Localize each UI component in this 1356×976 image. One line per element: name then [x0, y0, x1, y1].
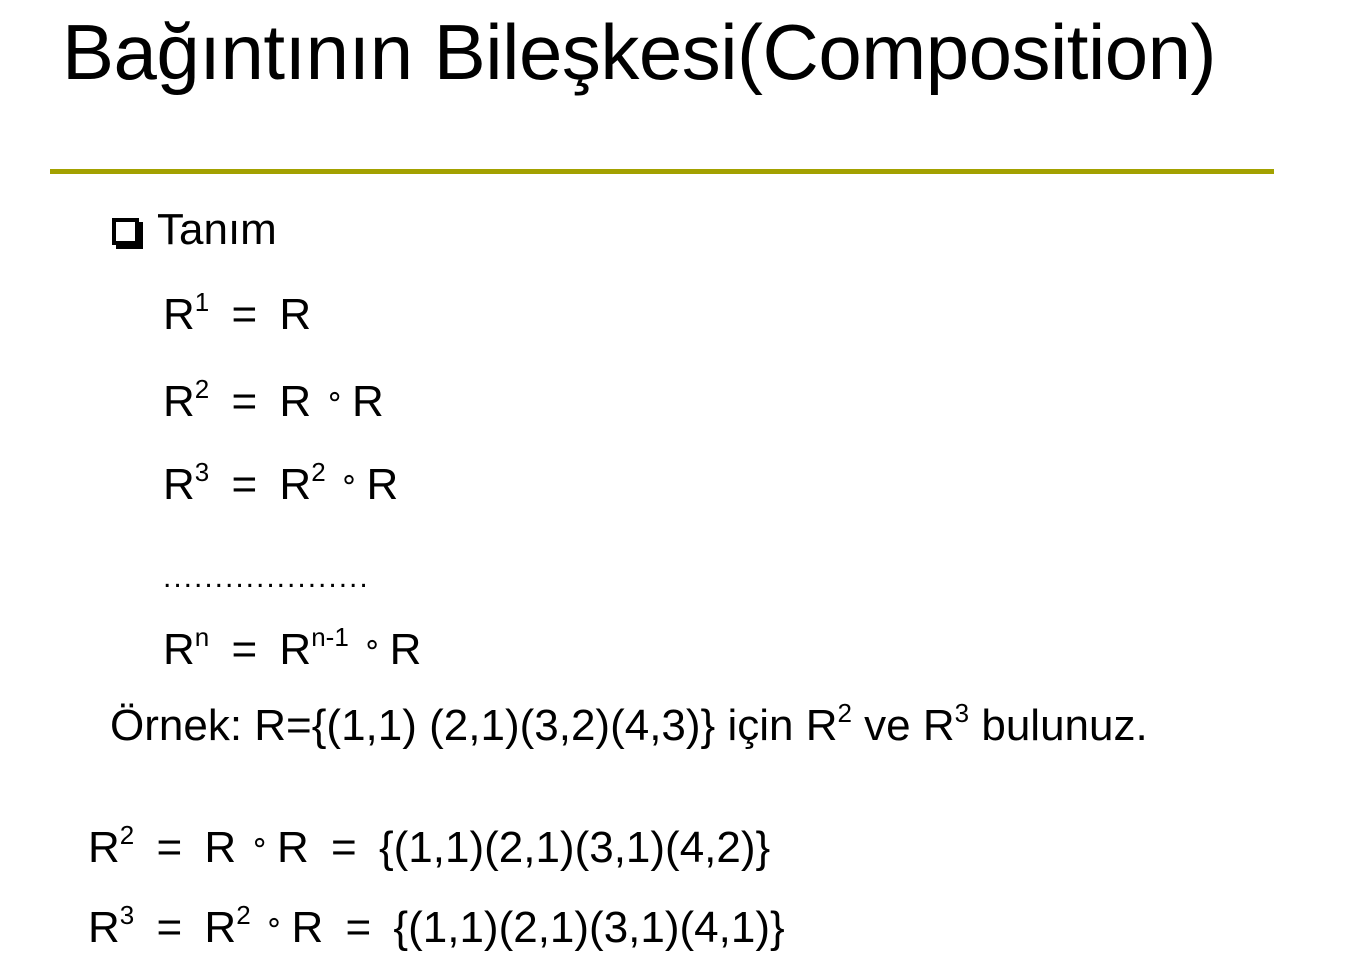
- example-exponent-b: 3: [954, 698, 970, 728]
- rhs-a-exponent: 2: [311, 457, 326, 487]
- lhs-exponent: 3: [119, 900, 135, 930]
- bullet-tanim: Tanım: [112, 202, 277, 258]
- lhs-exponent: n: [194, 622, 210, 652]
- title-divider: [50, 169, 1274, 174]
- example-line: Örnek: R={(1,1) (2,1)(3,2)(4,3)} için R2…: [110, 698, 1148, 754]
- rhs-b: R: [351, 377, 384, 426]
- definition-line-3: R3 = R2 ∘ R: [163, 452, 398, 513]
- lhs-base: R: [163, 460, 195, 509]
- lhs-base: R: [163, 290, 195, 339]
- equals-sign: =: [231, 290, 258, 339]
- composition-operator: ∘: [250, 826, 269, 859]
- equals-sign: =: [331, 823, 357, 872]
- result-line-r3: R3 = R2 ∘ R = {(1,1)(2,1)(3,1)(4,1)}: [88, 895, 785, 956]
- example-exponent-a: 2: [837, 698, 852, 728]
- rhs-a-exponent: n-1: [311, 622, 349, 652]
- equals-sign: =: [231, 625, 258, 674]
- lhs-exponent: 2: [194, 374, 210, 404]
- rhs: R: [279, 290, 312, 339]
- lhs-exponent: 2: [119, 820, 135, 850]
- lhs-base: R: [163, 377, 195, 426]
- example-text-after: bulunuz.: [969, 701, 1148, 750]
- operand-a-exponent: 2: [236, 900, 251, 930]
- rhs-a: R: [279, 460, 312, 509]
- result-set: {(1,1)(2,1)(3,1)(4,1)}: [393, 903, 785, 952]
- definition-line-2: R2 = R ∘ R: [163, 369, 384, 430]
- equals-sign: =: [156, 823, 183, 872]
- rhs-a: R: [279, 377, 312, 426]
- operand-b: R: [291, 903, 324, 952]
- slide-title: Bağıntının Bileşkesi(Composition): [62, 8, 1217, 96]
- composition-operator: ∘: [325, 380, 344, 413]
- example-text: Örnek: R={(1,1) (2,1)(3,2)(4,3)} için R: [110, 701, 838, 750]
- equals-sign: =: [345, 903, 372, 952]
- equals-sign: =: [231, 460, 258, 509]
- lhs-exponent: 3: [194, 457, 210, 487]
- equals-sign: =: [156, 903, 183, 952]
- definition-line-1: R1 = R: [163, 287, 311, 343]
- operand-a: R: [204, 903, 237, 952]
- composition-operator: ∘: [264, 906, 284, 939]
- checkbox-bullet-icon: [112, 218, 139, 245]
- composition-operator: ∘: [339, 463, 359, 496]
- ellipsis: ....................: [163, 561, 370, 594]
- operand-b: R: [276, 823, 309, 872]
- ellipsis-line: ....................: [163, 545, 370, 606]
- rhs-b: R: [389, 625, 422, 674]
- composition-operator: ∘: [362, 628, 382, 661]
- rhs-b: R: [366, 460, 399, 509]
- operand-a: R: [204, 823, 237, 872]
- equals-sign: =: [231, 377, 258, 426]
- example-text-mid: ve R: [851, 701, 955, 750]
- bullet-label: Tanım: [157, 205, 277, 254]
- result-set: {(1,1)(2,1)(3,1)(4,2)}: [378, 823, 771, 872]
- lhs-base: R: [88, 903, 120, 952]
- lhs-base: R: [163, 625, 195, 674]
- lhs-exponent: 1: [194, 287, 210, 317]
- result-line-r2: R2 = R ∘ R = {(1,1)(2,1)(3,1)(4,2)}: [88, 815, 770, 876]
- lhs-base: R: [88, 823, 120, 872]
- rhs-a: R: [279, 625, 312, 674]
- definition-line-n: Rn = Rn-1 ∘ R: [163, 617, 421, 678]
